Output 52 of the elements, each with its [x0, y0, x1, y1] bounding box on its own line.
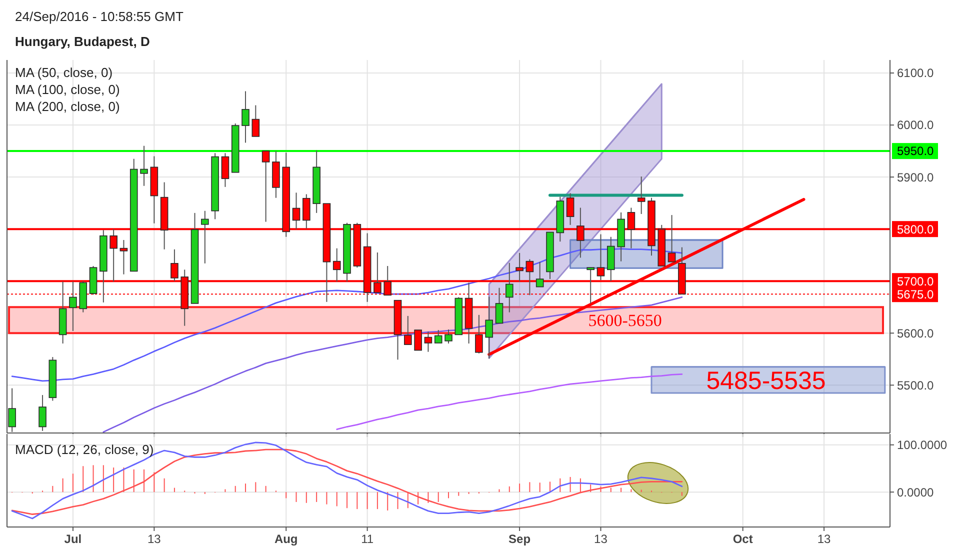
y-tick-label: 100.0000 [897, 438, 948, 452]
chart-title: Hungary, Budapest, D [15, 34, 150, 49]
annotation: 5485-5535 [706, 366, 826, 395]
x-tick-label: 13 [147, 532, 162, 546]
candlestick [140, 145, 148, 186]
candlestick [444, 328, 452, 344]
candlestick [252, 104, 260, 137]
ref-line-label: 5675.0 [897, 287, 934, 302]
annotation: MA (100, close, 0) [15, 82, 120, 97]
annotation: MA (50, close, 0) [15, 65, 113, 80]
candlestick [424, 331, 432, 352]
ref-line-label: 5950.0 [897, 144, 934, 158]
candlestick [606, 236, 615, 282]
candlestick [120, 239, 128, 275]
y-tick-label: 6000.0 [897, 118, 934, 132]
text: 24/Sep/2016 - 10:58:55 GMT [15, 9, 184, 24]
x-tick-label: Jul [64, 532, 82, 546]
candlestick [586, 267, 594, 304]
annotation: MA (200, close, 0) [15, 99, 120, 114]
candlestick [485, 296, 493, 360]
candlestick [475, 314, 483, 354]
candlestick [434, 329, 442, 344]
y-tick-label: 5500.0 [897, 378, 934, 392]
candlestick [536, 261, 544, 288]
candlestick [69, 281, 77, 332]
x-tick-label: Sep [508, 532, 531, 546]
x-tick-label: Oct [732, 532, 753, 546]
candlestick [262, 150, 270, 222]
candlestick [566, 192, 574, 226]
ref-line-label: 5700.0 [897, 274, 934, 288]
x-tick-label: 13 [594, 532, 608, 546]
band-label: 5600-5650 [588, 311, 662, 330]
line-series [11, 248, 683, 382]
line-series [102, 296, 683, 433]
x-tick-label: 13 [817, 532, 832, 546]
candlestick [505, 262, 514, 313]
x-tick-label: Aug [274, 532, 298, 546]
candlestick [221, 152, 230, 188]
candlestick [404, 315, 412, 346]
x-tick-label: 11 [361, 532, 374, 546]
y-tick-label: 0.0000 [897, 485, 934, 500]
candlestick [495, 287, 504, 324]
y-tick-label: 5600.0 [897, 326, 934, 340]
candlestick [242, 90, 250, 144]
y-tick-label: 5900.0 [897, 170, 934, 184]
candlestick [414, 330, 422, 351]
y-tick-label: 6100.0 [897, 66, 934, 80]
ref-line-label: 5800.0 [897, 222, 934, 236]
line-series [336, 374, 683, 430]
candlestick [637, 176, 646, 214]
text: MACD (12, 26, close, 9) [15, 442, 154, 457]
candlestick [201, 210, 209, 264]
